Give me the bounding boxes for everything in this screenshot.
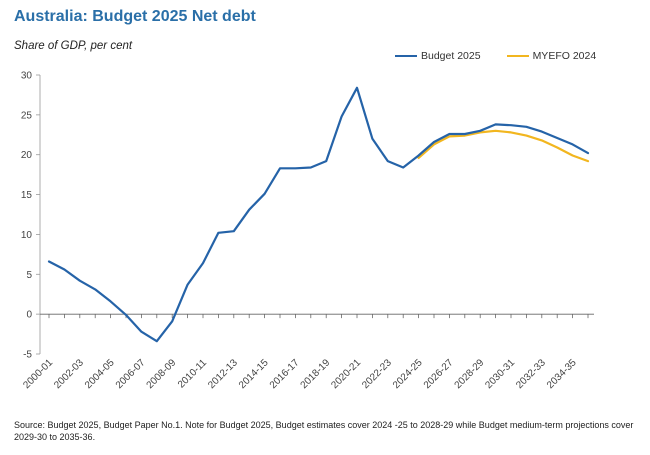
x-tick-label: 2034-35	[545, 357, 579, 391]
legend-label-budget-2025: Budget 2025	[421, 50, 481, 62]
legend-item-budget-2025: Budget 2025	[395, 50, 481, 62]
chart-axes: -5 0 5 10 15 20 25 30 2000-012002-032004-052006-…	[21, 71, 594, 391]
y-tick-label: 0	[26, 310, 32, 321]
x-tick-label: 2024-25	[391, 357, 425, 391]
y-tick-label: -5	[23, 350, 32, 361]
chart-legend: Budget 2025 MYEFO 2024	[395, 50, 596, 62]
chart-title: Australia: Budget 2025 Net debt	[14, 8, 256, 25]
x-tick-label: 2008-09	[145, 357, 179, 391]
y-axis-unit-label: Share of GDP, per cent	[14, 40, 133, 52]
legend-swatch-myefo-2024	[506, 54, 529, 58]
x-tick-label: 2014-15	[237, 357, 271, 391]
y-tick-label: 5	[26, 270, 32, 281]
x-tick-label: 2020-21	[329, 357, 363, 391]
chart-series	[47, 86, 590, 343]
x-tick-label: 2022-23	[360, 357, 394, 391]
y-tick-label: 15	[21, 190, 33, 201]
y-tick-label: 30	[21, 71, 33, 82]
x-tick-label: 2028-29	[453, 357, 487, 391]
x-tick-label: 2026-27	[422, 357, 456, 391]
legend-label-myefo-2024: MYEFO 2024	[532, 50, 597, 62]
x-tick-label: 2012-13	[206, 357, 240, 391]
x-tick-label: 2006-07	[114, 357, 148, 391]
legend-item-myefo-2024: MYEFO 2024	[506, 50, 597, 62]
x-tick-label: 2016-17	[268, 357, 302, 391]
y-tick-label: 10	[21, 230, 33, 241]
source-note: Source: Budget 2025, Budget Paper No.1. …	[14, 420, 634, 442]
y-tick-label: 25	[21, 110, 33, 121]
series-line-myefo-2024	[417, 129, 590, 163]
legend-swatch-budget-2025	[395, 54, 417, 58]
x-tick-label: 2018-19	[299, 357, 333, 391]
series-line-budget-2025	[47, 86, 590, 343]
x-tick-label: 2030-31	[483, 357, 517, 391]
x-tick-label: 2000-01	[21, 357, 55, 391]
x-tick-label: 2010-11	[176, 357, 210, 391]
x-tick-label: 2004-05	[83, 357, 117, 391]
x-tick-label: 2002-03	[52, 357, 86, 391]
x-tick-label: 2032-33	[514, 357, 548, 391]
y-tick-label: 20	[21, 150, 33, 161]
